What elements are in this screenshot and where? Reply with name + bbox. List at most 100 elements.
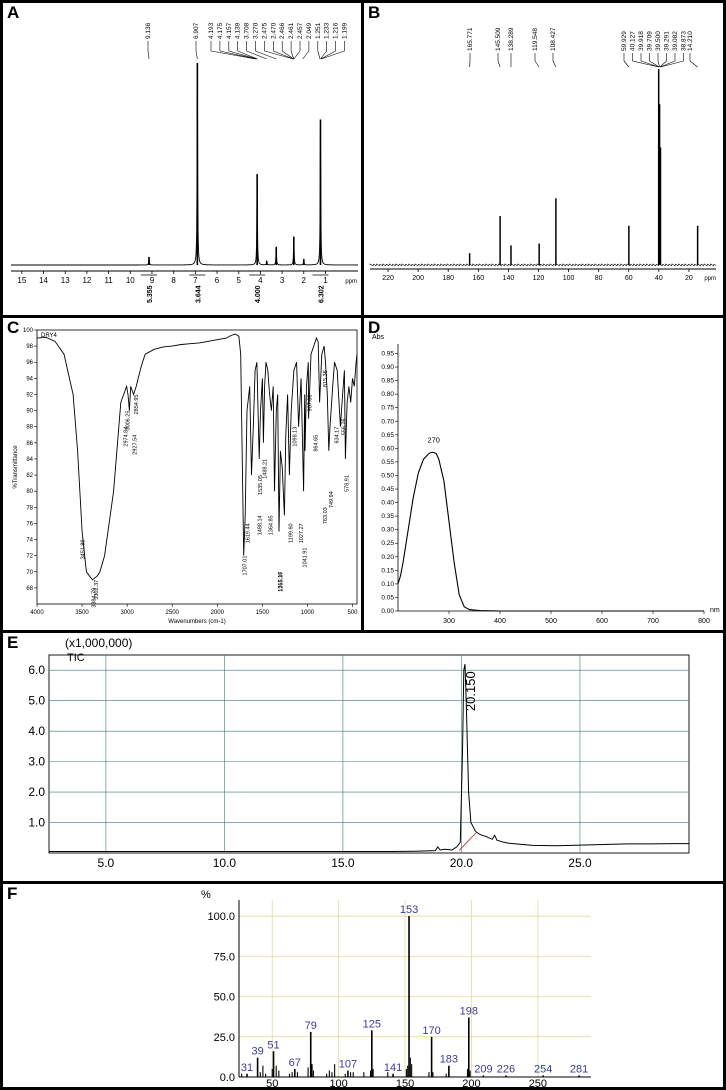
- peak-label-leader: [246, 50, 267, 60]
- panel-f-label: F: [7, 884, 18, 903]
- peak-label: 209: [474, 1063, 492, 1075]
- panel-f-mass-spectrum: % 0.0 25.0 50.0 75.0 100.0 50 100 150 200 250 31 39 5…: [0, 881, 726, 1090]
- band-label: 763.03: [323, 507, 329, 524]
- x-tick-label: 12: [82, 276, 91, 285]
- peak-label: 165.771: [467, 27, 474, 51]
- peak-label: 3.708: [244, 22, 251, 39]
- peak-label-leader: [689, 60, 698, 68]
- peak-label: 39.709: [647, 31, 654, 51]
- peak-label: 2.466: [279, 22, 286, 39]
- x-tick-label: 200: [412, 275, 424, 282]
- integral-value: 3.644: [195, 285, 202, 303]
- peak-label: 170: [422, 1025, 440, 1037]
- peak-label: 4.157: [226, 22, 233, 39]
- peak-label-leader: [623, 60, 630, 68]
- x-axis-unit-label: ppm: [345, 279, 357, 285]
- x-tick-label: 400: [494, 618, 506, 625]
- band-label: 3302.37: [94, 580, 100, 600]
- chart-f-svg: % 0.0 25.0 50.0 75.0 100.0 50 100 150 200 250 31 39 5…: [201, 889, 591, 1087]
- y-tick-label: 0.50: [381, 472, 394, 479]
- y-axis-label: %Transmittance: [13, 445, 19, 489]
- x-tick-label: 8: [171, 276, 176, 285]
- y-tick-label: 0.40: [381, 500, 394, 507]
- peak-label-leader: [649, 60, 660, 68]
- peak-label-leader: [255, 50, 277, 60]
- y-tick-label: 0.05: [381, 594, 394, 601]
- peak-label: 281: [570, 1063, 588, 1075]
- band-label: 1027.27: [299, 523, 305, 543]
- x-tick-label: 11: [104, 276, 113, 285]
- y-tick-label: 86: [26, 441, 33, 447]
- peak-label-leader: [497, 60, 501, 68]
- y-tick-label: 1.0: [28, 816, 45, 830]
- peak-label: 1.233: [324, 22, 331, 39]
- peak-label: 39.082: [672, 31, 679, 51]
- peak-label: 270: [427, 435, 440, 444]
- peak-label: 1.251: [315, 22, 322, 39]
- x-tick-label: 180: [442, 275, 454, 282]
- band-label: 2927.54: [133, 435, 139, 455]
- panel-c-ir-spectrum: 100 98 96 94 92 90 88 86 84 82 80 78 76 74 72 70 68 4000 3…: [0, 315, 364, 633]
- x-tick-label: 5: [236, 276, 241, 285]
- peak-label-leader: [660, 60, 684, 68]
- band-label: 3451.99: [80, 540, 86, 560]
- peak-label: 6.907: [193, 22, 200, 39]
- integral-value: 6.302: [318, 285, 325, 303]
- panel-e-chromatogram: 5.0 10.0 15.0 20.0 25.0 6.0 5.0 4.0 3.0 2.0 1.0 (x1…: [0, 630, 726, 884]
- peak-label: 39.918: [638, 31, 645, 51]
- x-tick-label: 4: [258, 276, 263, 285]
- plot-frame: [36, 329, 358, 605]
- peak-label: 153: [400, 904, 418, 916]
- peak-label-leader: [320, 50, 327, 60]
- peak-label-leader: [657, 60, 660, 68]
- band-label: 1707.01: [243, 556, 249, 576]
- x-tick-label: 2: [302, 276, 307, 285]
- y-tick-label: 0.10: [381, 581, 394, 588]
- peak-label: 67: [289, 1057, 301, 1069]
- x-tick-label: 14: [39, 276, 48, 285]
- y-axis-label: %: [201, 889, 211, 901]
- y-tick-label: 82: [26, 473, 33, 479]
- peak-label: 39: [251, 1046, 263, 1058]
- x-tick-label: 10.0: [213, 856, 237, 870]
- x-tick-label: 200: [462, 1078, 480, 1087]
- peak-label: 51: [267, 1039, 279, 1051]
- chart-c-svg: 100 98 96 94 92 90 88 86 84 82 80 78 76 74 72 70 68 4000 3…: [13, 328, 358, 625]
- x-tick-label: 6: [215, 276, 220, 285]
- chart-d-svg: Abs 0.95 0.90 0.85 0.80 0.75 0.70 0.65 0.60 0.55 0…: [372, 334, 720, 625]
- band-label: 1041.91: [303, 548, 309, 568]
- y-tick-label: 80: [26, 489, 33, 495]
- x-tick-label: 15: [17, 276, 26, 285]
- y-tick-label: 0.15: [381, 567, 394, 574]
- peak-label: 254: [534, 1063, 552, 1075]
- peak-label-leader: [210, 50, 257, 60]
- panel-c-label: C: [7, 318, 20, 337]
- panel-d-uv-spectrum: Abs 0.95 0.90 0.85 0.80 0.75 0.70 0.65 0.60 0.55 0…: [361, 315, 726, 633]
- peak-label: 138.289: [508, 27, 515, 51]
- peak-label: 198: [460, 1005, 478, 1017]
- y-tick-label: 6.0: [28, 663, 45, 677]
- curve-name-label: DRY4: [41, 333, 58, 339]
- band-label: 1098.13: [293, 427, 299, 447]
- trace-label: TIC: [67, 652, 85, 664]
- peak-label-leader: [317, 50, 321, 60]
- y-tick-label: 76: [26, 521, 33, 527]
- peak-label-leader: [228, 50, 258, 60]
- band-label: 3384.79: [92, 588, 98, 608]
- x-tick-label: 140: [503, 275, 515, 282]
- x-tick-label: 700: [647, 618, 659, 625]
- x-tick-label: 2500: [166, 610, 180, 616]
- x-tick-label: 7: [193, 276, 198, 285]
- peak-label-leader: [273, 50, 294, 60]
- peak-label: 38.873: [681, 31, 688, 51]
- band-label: 1199.60: [288, 523, 294, 542]
- x-tick-label: 13: [61, 276, 70, 285]
- x-axis-label: Wavenumbers (cm-1): [168, 619, 225, 625]
- peak-label-leader: [147, 50, 150, 60]
- y-tick-label: 0.60: [381, 445, 394, 452]
- x-tick-label: 250: [529, 1078, 547, 1087]
- peak-label-leader: [264, 50, 294, 60]
- x-tick-label: 1000: [301, 610, 315, 616]
- y-tick-label: 0.70: [381, 418, 394, 425]
